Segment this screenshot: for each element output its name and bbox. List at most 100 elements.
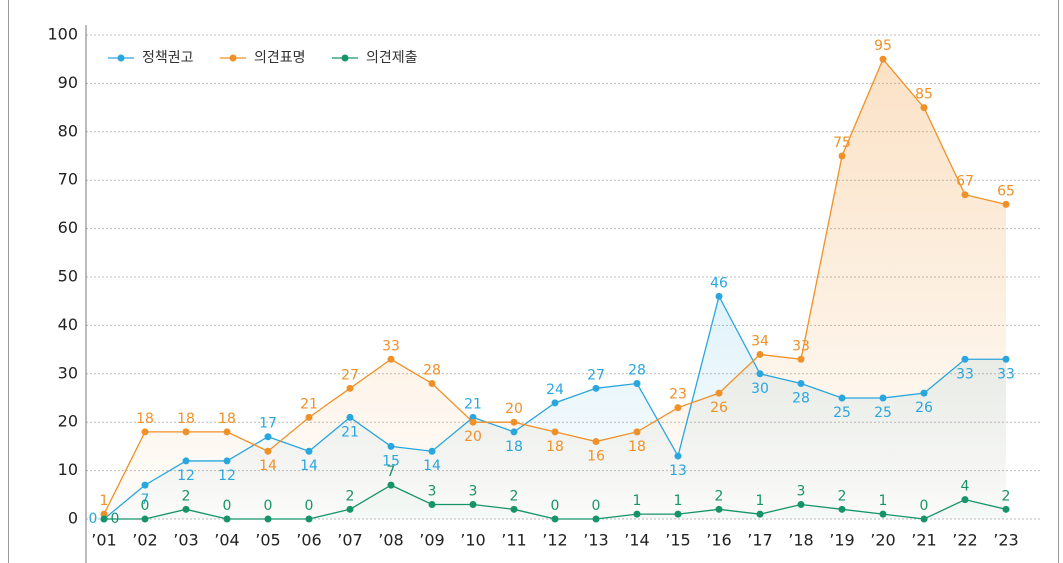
point — [633, 428, 641, 436]
data-label: 67 — [956, 174, 974, 190]
point — [756, 370, 764, 378]
point — [674, 452, 682, 460]
point — [469, 500, 477, 508]
y-tick-label: 40 — [58, 315, 78, 334]
point — [551, 515, 559, 523]
data-label: 26 — [710, 400, 728, 416]
x-tick-label: ’02 — [132, 531, 157, 550]
area — [104, 59, 1006, 519]
data-label: 75 — [833, 135, 851, 151]
point — [182, 428, 190, 436]
y-tick-label: 60 — [58, 218, 78, 237]
data-label: 21 — [464, 396, 482, 412]
y-tick-label: 30 — [58, 363, 78, 382]
frame — [8, 0, 1059, 563]
data-label: 0 — [223, 498, 232, 514]
y-tick-label: 20 — [58, 412, 78, 431]
point — [182, 505, 190, 513]
y-tick-label: 80 — [58, 121, 78, 140]
data-label: 3 — [797, 483, 806, 499]
x-tick-label: ’19 — [829, 531, 854, 550]
point — [961, 496, 969, 504]
point — [961, 355, 969, 363]
data-label: 0 — [920, 498, 929, 514]
y-tick-label: 50 — [58, 267, 78, 286]
legend-label: 정책권고 — [142, 50, 194, 66]
point — [100, 510, 108, 518]
data-label: 1 — [756, 493, 765, 509]
data-label: 95 — [874, 38, 892, 54]
data-label: 20 — [464, 429, 482, 445]
data-label: 15 — [382, 453, 400, 469]
point — [592, 515, 600, 523]
data-label: 4 — [961, 479, 970, 495]
data-label: 28 — [628, 362, 646, 378]
data-label: 0 — [592, 498, 601, 514]
point — [838, 152, 846, 160]
x-tick-label: ’18 — [788, 531, 813, 550]
point — [510, 505, 518, 513]
point — [305, 413, 313, 421]
data-label: 14 — [259, 458, 277, 474]
point — [797, 379, 805, 387]
x-tick-label: ’15 — [665, 531, 690, 550]
data-label: 85 — [915, 87, 933, 103]
point — [346, 413, 354, 421]
x-tick-label: ’07 — [337, 531, 362, 550]
data-label: 30 — [751, 381, 769, 397]
point — [469, 413, 477, 421]
point — [756, 510, 764, 518]
data-label: 27 — [341, 367, 359, 383]
x-tick-label: ’14 — [624, 531, 649, 550]
point — [756, 350, 764, 358]
point — [920, 389, 928, 397]
point — [674, 404, 682, 412]
x-tick-label: ’12 — [542, 531, 567, 550]
x-tick-label: ’03 — [173, 531, 198, 550]
data-label: 33 — [382, 338, 400, 354]
point — [715, 389, 723, 397]
point — [797, 500, 805, 508]
data-label: 2 — [715, 488, 724, 504]
point — [223, 428, 231, 436]
data-label: 3 — [469, 483, 478, 499]
data-label: 2 — [182, 488, 191, 504]
x-tick-label: ’05 — [255, 531, 280, 550]
data-label: 27 — [587, 367, 605, 383]
data-label: 1 — [674, 493, 683, 509]
data-label: 18 — [505, 439, 523, 455]
x-tick-label: ’01 — [91, 531, 116, 550]
point — [674, 510, 682, 518]
point — [387, 481, 395, 489]
point — [469, 418, 477, 426]
point — [961, 191, 969, 199]
data-label: 0 — [551, 498, 560, 514]
y-tick-label: 70 — [58, 170, 78, 189]
data-label: 20 — [505, 401, 523, 417]
point — [264, 433, 272, 441]
data-label: 7 — [141, 492, 150, 508]
y-tick-label: 0 — [68, 509, 78, 528]
data-label: 3 — [428, 483, 437, 499]
data-label: 0 — [111, 511, 120, 527]
point — [223, 457, 231, 465]
point — [715, 505, 723, 513]
data-label: 12 — [218, 468, 236, 484]
data-label: 1 — [633, 493, 642, 509]
point — [346, 384, 354, 392]
data-label: 17 — [259, 416, 277, 432]
point — [428, 447, 436, 455]
data-label: 23 — [669, 387, 687, 403]
point — [551, 428, 559, 436]
point — [1002, 355, 1010, 363]
legend-label: 의견표명 — [254, 50, 306, 66]
data-label: 65 — [997, 183, 1015, 199]
x-tick-label: ’10 — [460, 531, 485, 550]
data-label: 2 — [1002, 488, 1011, 504]
x-tick-label: ’11 — [501, 531, 526, 550]
legend-label: 의견제출 — [366, 50, 418, 66]
x-tick-label: ’04 — [214, 531, 239, 550]
data-label: 28 — [792, 390, 810, 406]
data-label: 25 — [833, 405, 851, 421]
data-label: 18 — [546, 439, 564, 455]
